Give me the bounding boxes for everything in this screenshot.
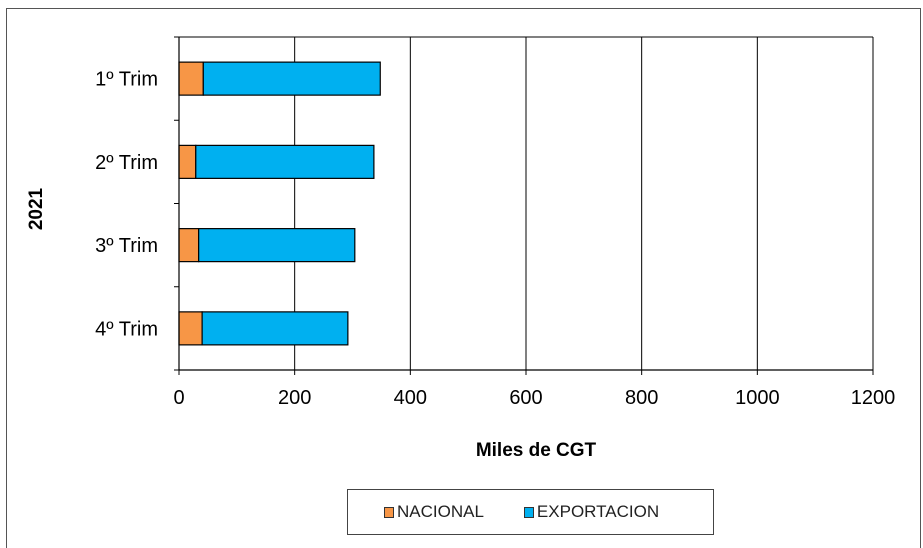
x-tick-label-1200: 1200 <box>851 387 896 409</box>
category-label-1: 1º Trim <box>95 69 158 91</box>
x-axis-title: Miles de CGT <box>476 440 597 461</box>
bar-nacional-2 <box>178 144 197 179</box>
bar-nacional-3 <box>178 228 200 263</box>
legend-label-exportacion: EXPORTACION <box>536 502 660 521</box>
x-tick-label-400: 400 <box>394 387 427 409</box>
bar-nacional-4 <box>178 311 203 346</box>
legend-label-nacional: NACIONAL <box>397 502 484 521</box>
bar-exportacion-2 <box>195 144 375 179</box>
legend-swatch-exportacion <box>523 506 534 518</box>
category-labels: 1º Trim 2º Trim 3º Trim 4º Trim <box>95 69 158 341</box>
bar-nacional-1 <box>178 61 204 96</box>
chart-frame <box>6 8 921 548</box>
category-label-2: 2º Trim <box>95 152 158 174</box>
bars <box>178 61 381 346</box>
y-group-label: 2021 <box>26 187 47 230</box>
axes <box>174 36 874 375</box>
legend-swatch-nacional <box>384 506 394 518</box>
x-tick-label-800: 800 <box>625 387 658 409</box>
bar-exportacion-3 <box>198 228 356 263</box>
x-tick-label-200: 200 <box>278 387 311 409</box>
legend-item-nacional: NACIONAL <box>384 502 484 522</box>
category-label-4: 4º Trim <box>95 318 158 340</box>
x-tick-labels: 0 200 400 600 800 1000 1200 <box>173 387 895 409</box>
x-tick-label-1000: 1000 <box>735 387 780 409</box>
bar-exportacion-4 <box>201 311 349 346</box>
legend-item-exportacion: EXPORTACION <box>523 502 660 522</box>
category-label-3: 3º Trim <box>95 235 158 257</box>
x-tick-label-600: 600 <box>509 387 542 409</box>
bar-exportacion-1 <box>202 61 381 96</box>
x-tick-label-0: 0 <box>173 387 184 409</box>
legend: NACIONAL EXPORTACION <box>347 489 714 535</box>
